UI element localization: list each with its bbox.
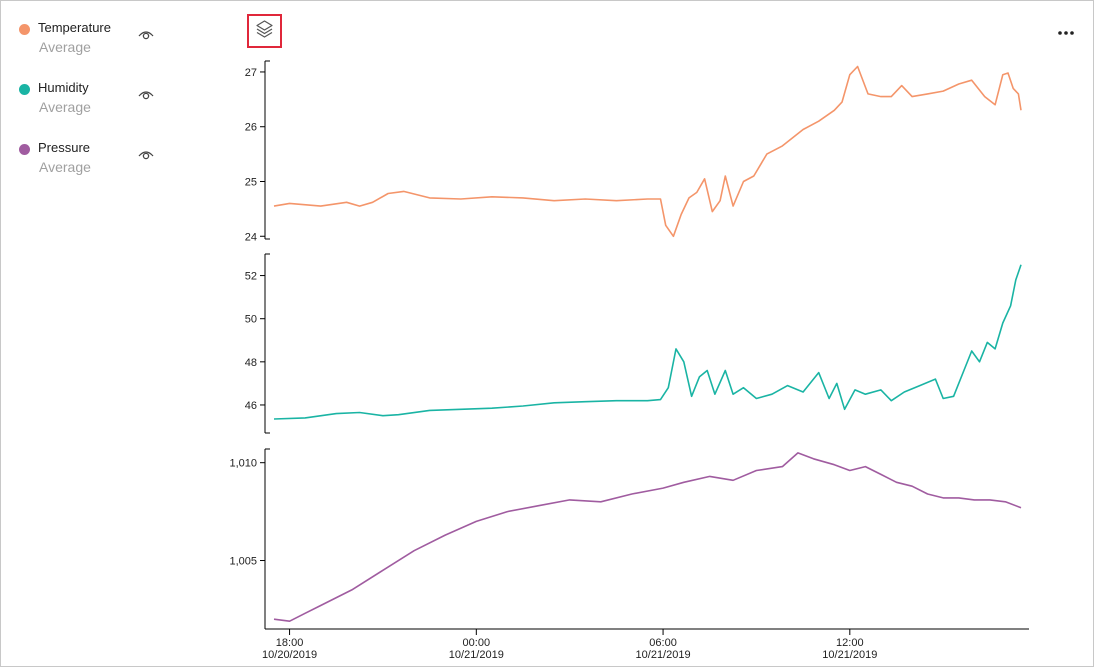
x-tick-label-time: 12:00 [836,637,864,649]
y-tick-label: 48 [245,357,257,369]
layers-button[interactable] [247,14,282,48]
series-pane-temperature: 24 25 26 27 [245,60,1022,243]
legend-item-pressure[interactable]: Pressure Average [17,139,157,183]
eye-icon[interactable] [138,29,154,41]
y-tick-label: 1,005 [229,556,257,568]
x-tick-label-date: 10/20/2019 [262,649,317,661]
legend-aggregate-label: Average [39,99,91,115]
y-tick-label: 1,010 [229,458,257,470]
y-tick-label: 52 [245,271,257,283]
x-axis: 18:0010/20/201900:0010/21/201906:0010/21… [262,628,1029,661]
series-line-temperature [273,65,1022,238]
series-line-humidity [273,264,1022,420]
series-line-pressure [273,452,1022,622]
series-pane-humidity: 46 48 50 52 [245,253,1022,434]
legend-item-temperature[interactable]: Temperature Average [17,19,157,63]
legend-series-name: Humidity [38,80,89,95]
legend-color-dot [19,24,30,35]
y-tick-label: 25 [245,176,257,188]
eye-icon[interactable] [138,89,154,101]
layers-icon [256,20,273,38]
y-tick-label: 50 [245,314,257,326]
y-tick-label: 46 [245,400,257,412]
y-tick-label: 24 [245,231,257,243]
legend-item-humidity[interactable]: Humidity Average [17,79,157,123]
more-options-icon[interactable] [1055,23,1077,43]
legend-series-name: Pressure [38,140,91,155]
legend-color-dot [19,84,30,95]
x-tick-label-date: 10/21/2019 [449,649,504,661]
x-tick-label-time: 06:00 [649,637,677,649]
x-tick-label-date: 10/21/2019 [636,649,691,661]
eye-icon[interactable] [138,149,154,161]
legend-color-dot [19,144,30,155]
y-tick-label: 27 [245,67,257,79]
legend-aggregate-label: Average [39,39,91,55]
x-tick-label-time: 18:00 [276,637,304,649]
y-tick-label: 26 [245,122,257,134]
x-tick-label-date: 10/21/2019 [822,649,877,661]
legend-aggregate-label: Average [39,159,91,175]
series-pane-pressure: 1,005 1,010 [229,448,1022,629]
x-tick-label-time: 00:00 [463,637,491,649]
legend-series-name: Temperature [38,20,111,35]
